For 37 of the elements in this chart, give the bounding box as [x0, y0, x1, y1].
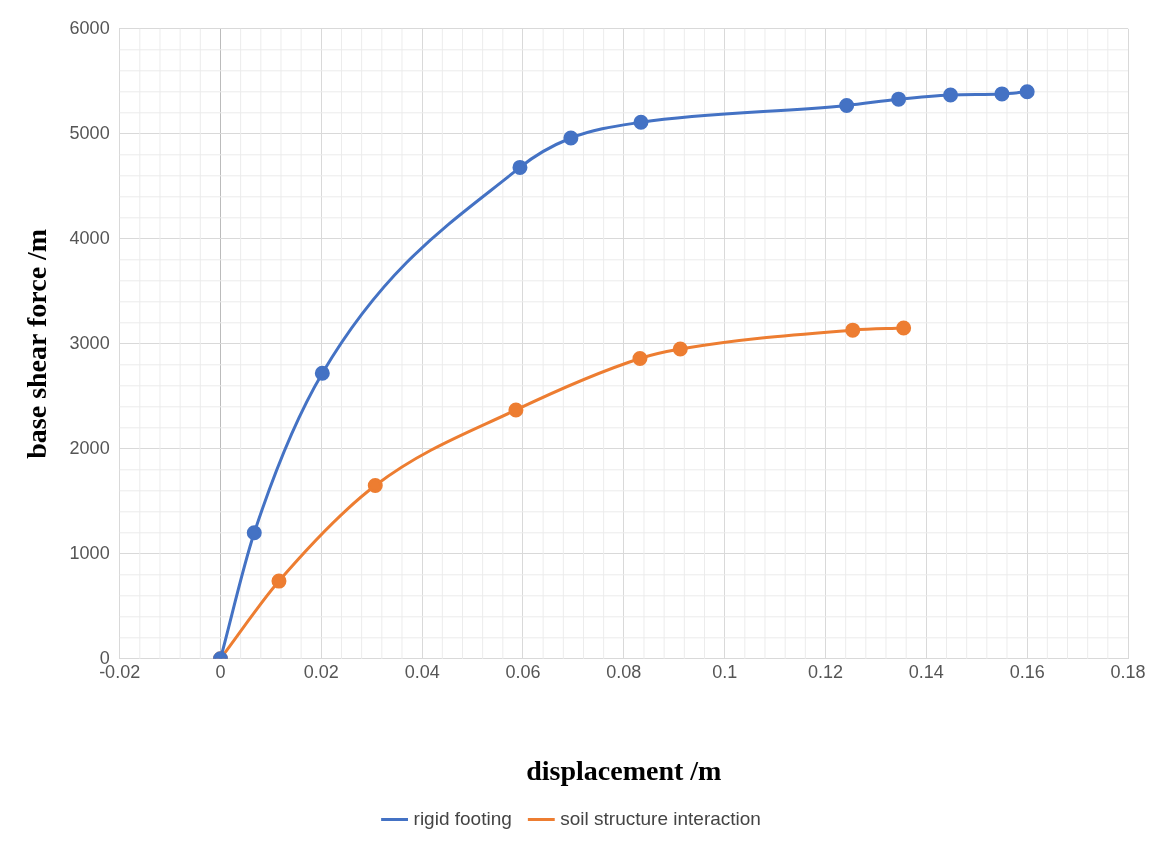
point: [1019, 84, 1035, 100]
point: [839, 97, 855, 113]
legend-label: rigid footing: [413, 807, 512, 829]
point: [994, 86, 1010, 102]
point: [367, 478, 383, 494]
point: [632, 351, 648, 366]
y-tick-label: 1000: [69, 542, 110, 563]
point: [891, 91, 907, 107]
point: [943, 87, 959, 103]
x-axis-title: displacement /m: [526, 755, 722, 787]
point: [508, 402, 524, 418]
x-tick-label: 0.18: [1110, 661, 1146, 682]
x-tick-label: 0.1: [712, 661, 738, 682]
point: [271, 573, 287, 589]
y-tick-label: 6000: [69, 17, 110, 38]
point: [672, 341, 688, 357]
x-tick-label: 0.02: [303, 661, 339, 682]
y-tick-label: 3000: [69, 332, 110, 353]
point: [845, 322, 861, 338]
y-tick-label: 4000: [69, 227, 110, 248]
y-tick-label: 5000: [69, 122, 110, 143]
x-tick-label: 0.04: [404, 661, 440, 682]
point: [633, 114, 649, 130]
x-tick-label: 0.12: [807, 661, 844, 682]
legend-label: soil structure interaction: [560, 807, 761, 829]
point: [563, 130, 579, 146]
point: [314, 365, 330, 381]
y-axis-title: base shear force /m: [21, 228, 53, 459]
x-tick-label: 0: [215, 661, 226, 682]
point: [512, 159, 528, 175]
x-tick-label: 0.16: [1009, 661, 1045, 682]
point: [246, 525, 262, 541]
x-tick-label: 0.08: [606, 661, 642, 682]
y-tick-label: 2000: [69, 437, 110, 458]
x-tick-label: 0.14: [908, 661, 944, 682]
x-tick-label: 0.06: [505, 661, 541, 682]
point: [896, 320, 912, 336]
